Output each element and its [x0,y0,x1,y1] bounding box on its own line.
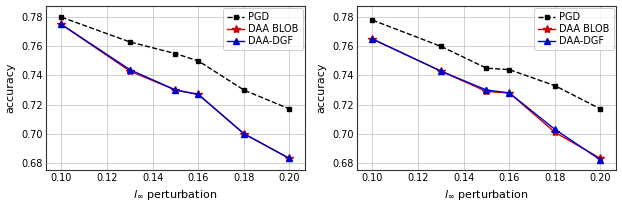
DAA-DGF [551,128,559,131]
Y-axis label: accuracy: accuracy [6,63,16,113]
Line: DAA BLOB: DAA BLOB [368,35,605,163]
PGD [240,89,248,91]
DAA-DGF [506,92,513,94]
Legend: PGD, DAA BLOB, DAA-DGF: PGD, DAA BLOB, DAA-DGF [534,9,613,50]
Line: PGD: PGD [59,15,292,111]
Line: DAA BLOB: DAA BLOB [57,20,294,163]
DAA BLOB [172,89,179,91]
DAA BLOB [240,132,248,135]
DAA BLOB [483,90,490,93]
DAA-DGF [285,157,293,160]
DAA BLOB [369,38,376,40]
PGD [506,68,513,71]
PGD [58,16,65,19]
PGD [483,67,490,69]
Legend: PGD, DAA BLOB, DAA-DGF: PGD, DAA BLOB, DAA-DGF [223,9,302,50]
PGD [596,108,604,110]
X-axis label: $l_{\infty}$ perturbation: $l_{\infty}$ perturbation [133,188,218,202]
PGD [437,45,445,48]
DAA-DGF [369,38,376,40]
PGD [369,19,376,21]
DAA BLOB [126,70,134,72]
PGD [126,41,134,43]
DAA BLOB [551,131,559,134]
Line: DAA-DGF: DAA-DGF [369,36,603,163]
DAA BLOB [437,70,445,72]
PGD [195,60,202,62]
DAA-DGF [596,159,604,161]
DAA-DGF [58,23,65,26]
DAA-DGF [240,132,248,135]
DAA BLOB [596,157,604,160]
DAA BLOB [285,157,293,160]
DAA-DGF [126,68,134,71]
DAA-DGF [483,89,490,91]
Line: DAA-DGF: DAA-DGF [58,21,292,162]
Line: PGD: PGD [370,18,603,111]
DAA-DGF [195,93,202,96]
X-axis label: $l_{\infty}$ perturbation: $l_{\infty}$ perturbation [444,188,529,202]
DAA-DGF [172,89,179,91]
DAA BLOB [195,93,202,96]
PGD [551,84,559,87]
Y-axis label: accuracy: accuracy [317,63,327,113]
PGD [172,52,179,55]
DAA BLOB [506,92,513,94]
PGD [285,108,293,110]
DAA-DGF [437,70,445,72]
DAA BLOB [58,23,65,26]
